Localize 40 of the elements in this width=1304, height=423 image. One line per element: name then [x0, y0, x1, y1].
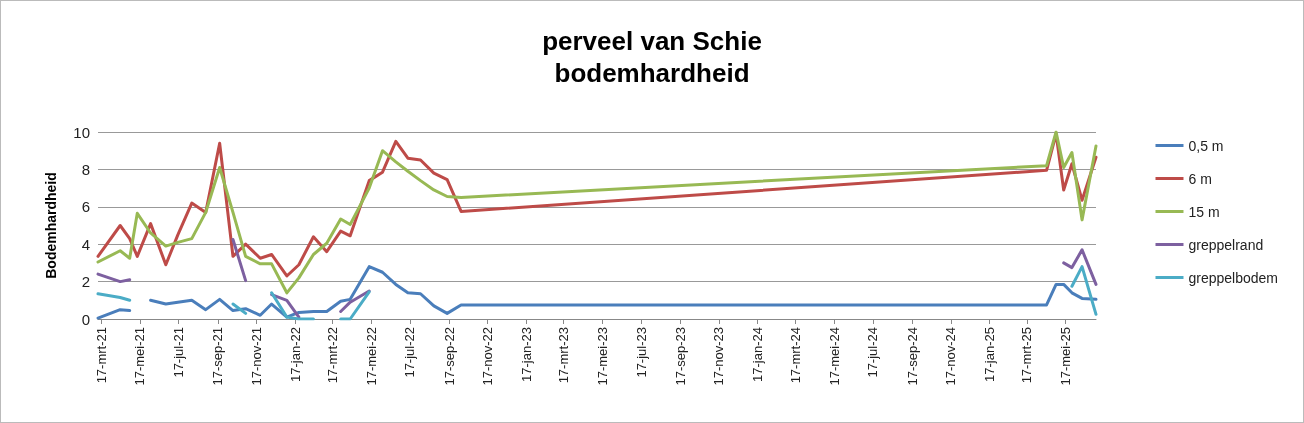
- x-tick-label: 17-jul-23: [633, 327, 649, 378]
- chart-title: perveel van Schie: [542, 26, 762, 56]
- x-tick-label: 17-jan-25: [982, 327, 998, 382]
- x-tick-label: 17-jul-24: [865, 327, 881, 378]
- x-tick-label: 17-sep-21: [210, 327, 226, 386]
- legend-label: 15 m: [1188, 203, 1220, 220]
- x-tick-label: 17-nov-21: [248, 327, 264, 386]
- x-tick-label: 17-mei-24: [826, 327, 842, 386]
- x-tick-label: 17-mrt-23: [556, 327, 572, 384]
- y-axis-title: Bodemhardheid: [43, 172, 59, 279]
- x-tick-label: 17-jan-23: [518, 327, 534, 382]
- legend-label: greppelbodem: [1188, 269, 1279, 286]
- x-tick-label: 17-mei-21: [132, 327, 148, 386]
- x-tick-label: 17-mei-25: [1058, 327, 1074, 386]
- x-tick-label: 17-sep-22: [441, 327, 457, 386]
- legend-label: greppelrand: [1188, 236, 1264, 253]
- y-tick-label: 10: [73, 123, 90, 141]
- x-tick-label: 17-mrt-24: [788, 327, 804, 384]
- y-tick-label: 4: [81, 235, 90, 253]
- x-tick-label: 17-jan-24: [750, 327, 766, 382]
- x-tick-label: 17-nov-24: [943, 327, 959, 386]
- x-tick-label: 17-mrt-21: [93, 327, 109, 384]
- x-tick-label: 17-mei-22: [363, 327, 379, 386]
- x-tick-label: 17-sep-24: [904, 327, 920, 386]
- y-tick-label: 0: [81, 310, 90, 328]
- chart-subtitle: bodemhardheid: [554, 58, 750, 88]
- x-tick-label: 17-jan-22: [287, 327, 303, 382]
- y-tick-label: 8: [81, 160, 90, 178]
- x-tick-label: 17-mrt-25: [1019, 327, 1035, 384]
- x-tick-label: 17-sep-23: [672, 327, 688, 386]
- x-tick-label: 17-jul-22: [402, 327, 418, 378]
- y-tick-label: 6: [81, 198, 90, 216]
- x-tick-label: 17-jul-21: [170, 327, 186, 378]
- x-tick-label: 17-mei-23: [594, 327, 610, 386]
- legend-label: 6 m: [1188, 170, 1212, 187]
- x-tick-label: 17-nov-22: [480, 327, 496, 386]
- legend-label: 0,5 m: [1188, 137, 1224, 154]
- x-tick-label: 17-mrt-22: [324, 327, 340, 384]
- x-tick-label: 17-nov-23: [711, 327, 727, 386]
- y-tick-label: 2: [81, 273, 90, 291]
